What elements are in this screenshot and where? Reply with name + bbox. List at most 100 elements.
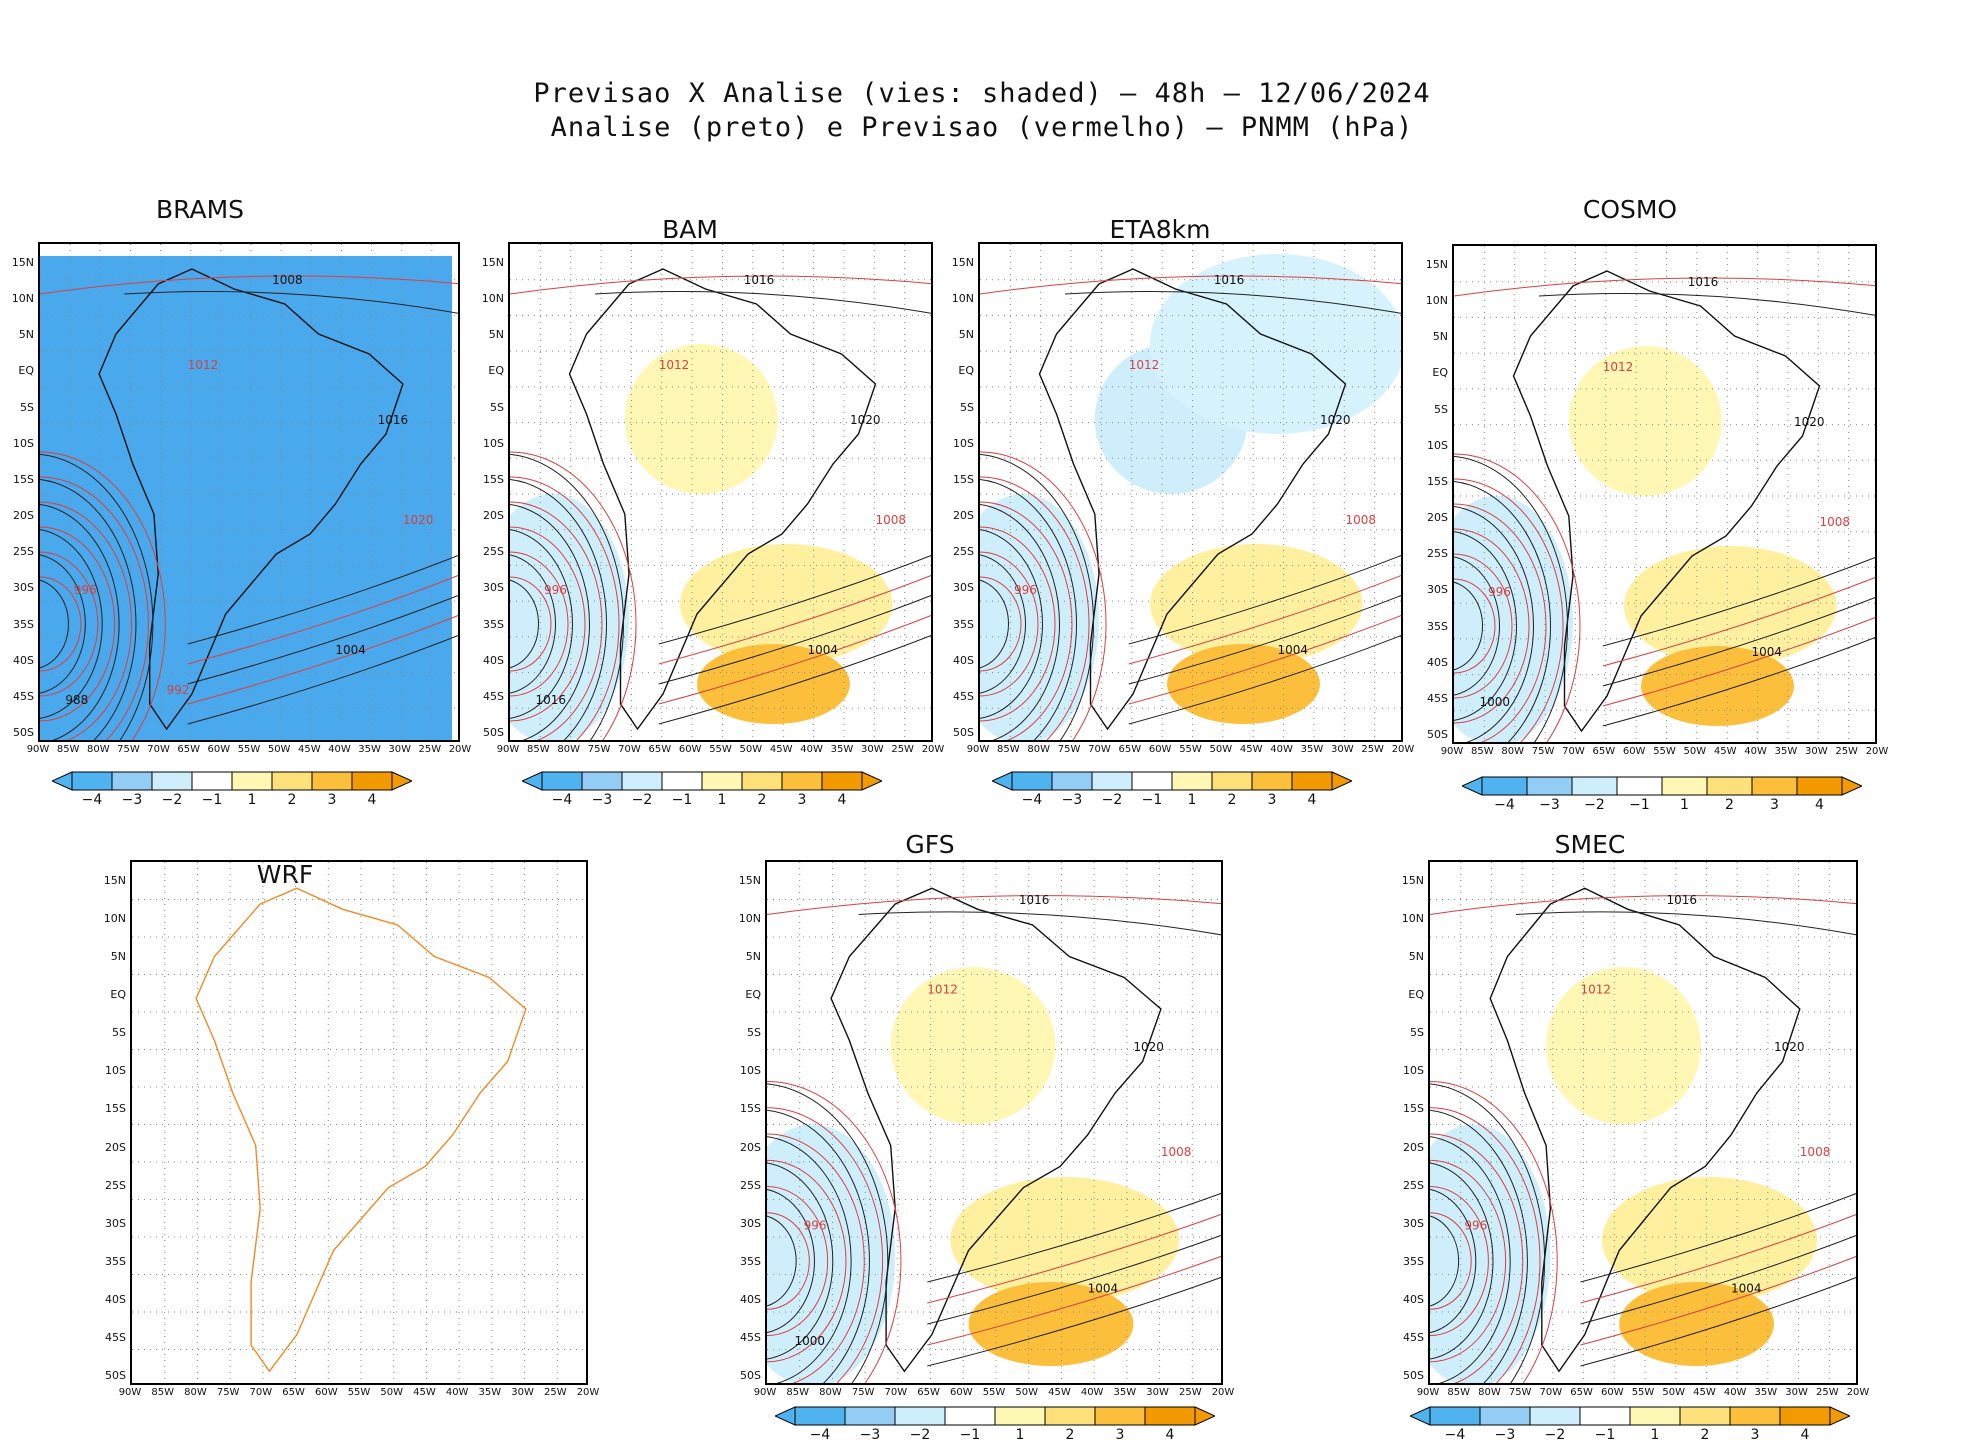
lat-tick-label: 50S xyxy=(483,726,504,739)
lat-tick-label: 5S xyxy=(1434,402,1448,416)
map-eta8km: 1016 1012 1020 1008 1004 996 xyxy=(978,242,1403,742)
colorbar-label: 3 xyxy=(1750,1427,1760,1443)
lat-tick-label: 15N xyxy=(11,256,34,269)
lat-tick-label: 35S xyxy=(483,617,504,631)
contour-label: 1000 xyxy=(794,1334,825,1348)
colorbar-label: −3 xyxy=(1061,792,1083,808)
contour-label: 1016 xyxy=(1019,893,1050,907)
colorbar-label: −4 xyxy=(809,1427,831,1443)
lon-tick-label: 75W xyxy=(117,744,140,755)
lon-tick-label: 90W xyxy=(1416,1387,1440,1398)
lon-tick-label: 25W xyxy=(1815,1387,1839,1398)
colorbar-label: 1 xyxy=(1680,797,1689,813)
lat-tick-label: 50S xyxy=(105,1369,126,1382)
contour-label: 1008 xyxy=(1161,1145,1192,1159)
lon-tick-label: 80W xyxy=(1478,1387,1501,1398)
lon-tick-label: 40W xyxy=(800,744,823,755)
lon-tick-label: 35W xyxy=(358,744,381,755)
lat-tick-label: 30S xyxy=(105,1216,126,1230)
colorbar-label: 2 xyxy=(1227,792,1237,808)
lon-tick-label: 20W xyxy=(1865,746,1889,757)
lon-tick-label: 55W xyxy=(1631,1387,1655,1398)
lon-tick-label: 70W xyxy=(1088,744,1111,755)
colorbar-label: −1 xyxy=(959,1427,981,1443)
lon-tick-label: 60W xyxy=(949,1387,973,1398)
lat-tick-label: 15S xyxy=(105,1102,126,1116)
colorbar-label: 4 xyxy=(1307,792,1317,808)
lat-tick-label: 5S xyxy=(747,1026,761,1040)
colorbar-label: 2 xyxy=(1065,1427,1075,1443)
lon-tick-label: 65W xyxy=(1570,1387,1593,1398)
lon-tick-label: 30W xyxy=(1146,1387,1169,1398)
lon-tick-label: 45W xyxy=(1693,1387,1716,1398)
lon-tick-label: 35W xyxy=(1113,1387,1137,1398)
lat-tick-label: 25S xyxy=(13,545,34,559)
lat-tick-label: 50S xyxy=(1427,728,1448,741)
lat-tick-label: 35S xyxy=(740,1254,761,1268)
contour-label: 1020 xyxy=(1774,1040,1805,1054)
map-canvas: 1016 1012 1020 1008 1004 996 1016 xyxy=(510,244,931,740)
lat-tick-label: 50S xyxy=(1403,1369,1424,1382)
lat-tick-label: 15S xyxy=(13,472,34,486)
lat-tick-label: 10S xyxy=(1427,438,1448,452)
colorbar-label: −4 xyxy=(1494,797,1515,813)
lon-tick-label: 20W xyxy=(1211,1387,1235,1398)
lon-tick-label: 30W xyxy=(388,744,412,755)
contour-label: 1020 xyxy=(1320,413,1351,427)
colorbar-label: −1 xyxy=(1629,797,1650,813)
lon-tick-label: 90W xyxy=(118,1387,142,1398)
lon-tick-label: 35W xyxy=(1774,746,1798,757)
contour-label: 996 xyxy=(544,583,567,597)
lat-tick-label: 15S xyxy=(483,472,504,486)
lat-tick-label: 35S xyxy=(13,617,34,631)
contour-label: 1008 xyxy=(1820,515,1851,529)
lon-tick-label: 55W xyxy=(1179,744,1202,755)
lon-tick-label: 70W xyxy=(147,744,170,755)
lat-tick-label: 15N xyxy=(1425,258,1448,271)
lon-tick-label: 85W xyxy=(151,1387,175,1398)
lat-tick-label: 10N xyxy=(951,292,974,306)
colorbar xyxy=(1410,1405,1850,1427)
lon-tick-label: 85W xyxy=(997,744,1020,755)
colorbar-label: 3 xyxy=(1115,1427,1125,1443)
lon-tick-label: 70W xyxy=(1539,1387,1563,1398)
colorbar-label: 2 xyxy=(757,792,767,808)
map-smec: 1016 1012 1020 1008 1004 996 xyxy=(1428,860,1858,1385)
lon-tick-label: 85W xyxy=(56,744,80,755)
colorbar-label: −3 xyxy=(1539,797,1560,813)
contour-label: 1008 xyxy=(1346,513,1377,527)
lat-tick-label: 30S xyxy=(953,581,974,595)
contour-label: 1016 xyxy=(1214,273,1245,287)
lat-tick-label: 10N xyxy=(1425,294,1448,308)
map-wrf xyxy=(130,860,588,1385)
lat-tick-label: 25S xyxy=(740,1178,761,1192)
panel-title: WRF xyxy=(256,860,314,889)
lon-tick-label: 75W xyxy=(851,1387,875,1398)
contour-label: 1020 xyxy=(1794,415,1825,429)
lat-tick-label: 30S xyxy=(1427,583,1448,597)
lat-tick-label: 5S xyxy=(20,400,34,414)
lon-tick-label: 80W xyxy=(557,744,581,755)
lon-tick-label: 45W xyxy=(297,744,321,755)
lat-tick-label: 50S xyxy=(740,1369,761,1382)
lat-tick-label: 5N xyxy=(745,950,761,964)
lat-tick-label: 30S xyxy=(483,581,504,595)
colorbar xyxy=(992,770,1352,792)
lat-tick-label: 10S xyxy=(1403,1064,1424,1078)
lat-tick-label: EQ xyxy=(1432,366,1448,380)
lon-tick-label: 60W xyxy=(1600,1387,1624,1398)
lon-tick-label: 30W xyxy=(1330,744,1354,755)
colorbar-label: −1 xyxy=(1594,1427,1616,1443)
lon-tick-label: 40W xyxy=(1723,1387,1747,1398)
contour-label: 996 xyxy=(74,583,97,597)
contour-label: 1008 xyxy=(272,273,303,287)
lat-tick-label: EQ xyxy=(18,364,34,378)
colorbar-label: 2 xyxy=(1700,1427,1710,1443)
lon-tick-label: 75W xyxy=(1508,1387,1532,1398)
lat-tick-label: 15N xyxy=(951,256,974,269)
contour-label: 1020 xyxy=(850,413,881,427)
lon-tick-label: 25W xyxy=(1361,744,1384,755)
lat-tick-label: 45S xyxy=(483,689,504,703)
panel-title: BRAMS xyxy=(155,195,245,224)
lat-tick-label: 45S xyxy=(740,1330,761,1344)
